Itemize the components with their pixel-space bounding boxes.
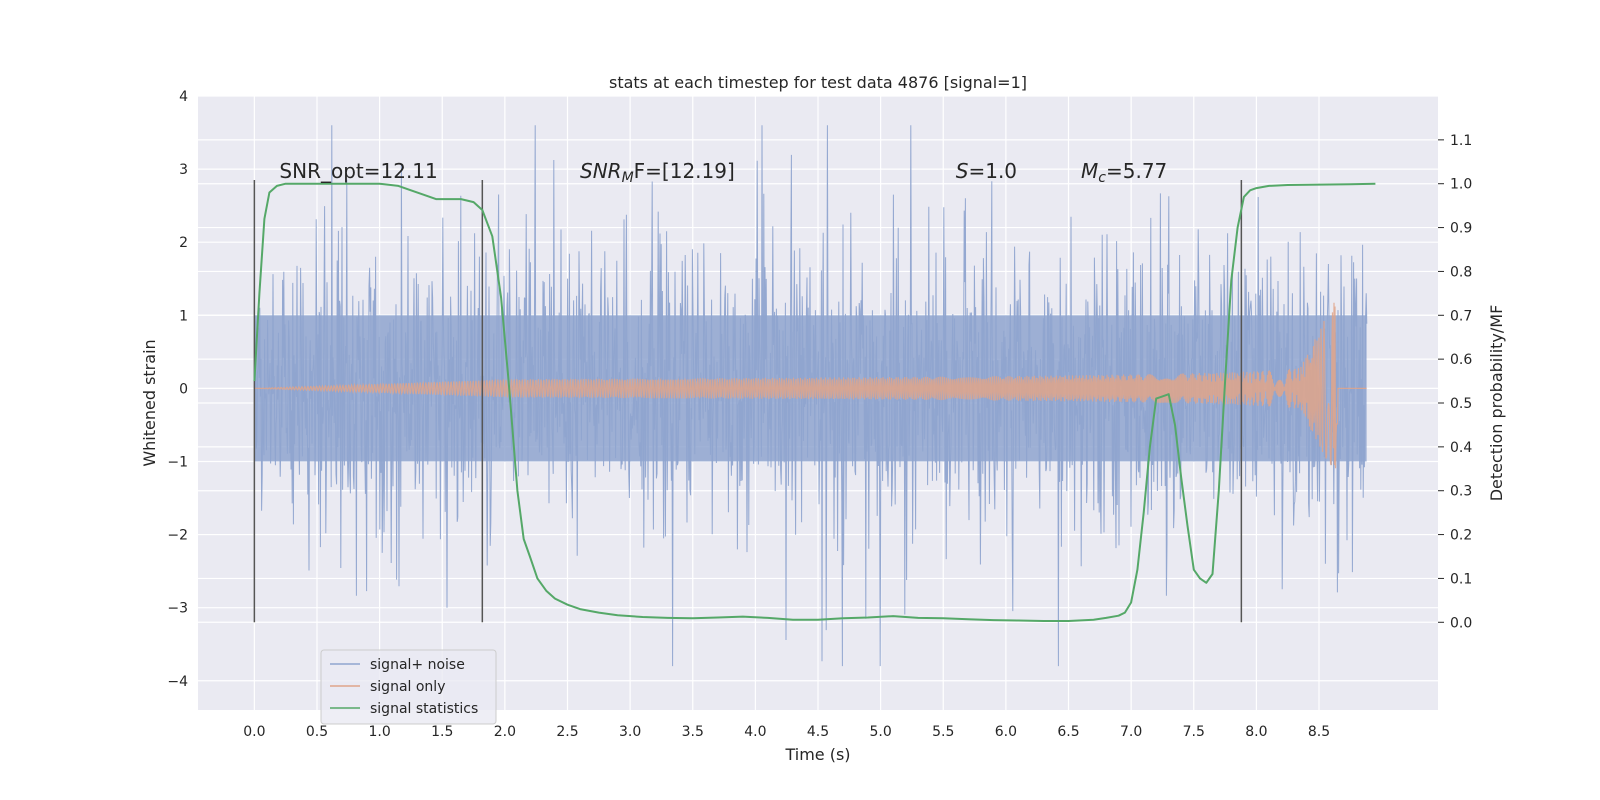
x-tick-label: 8.0 bbox=[1245, 724, 1267, 740]
x-axis-label: Time (s) bbox=[784, 745, 850, 764]
x-tick-label: 3.5 bbox=[682, 724, 704, 740]
annotation-snr-mf-sub: M bbox=[622, 170, 634, 186]
series-signal-only bbox=[254, 302, 1367, 469]
y-tick-label: 0 bbox=[179, 381, 188, 397]
x-tick-label: 7.5 bbox=[1183, 724, 1205, 740]
x-tick-label: 3.0 bbox=[619, 724, 641, 740]
x-tick-label: 5.0 bbox=[869, 724, 891, 740]
x-tick-label: 0.5 bbox=[306, 724, 328, 740]
x-tick-label: 6.5 bbox=[1057, 724, 1079, 740]
legend-label-signal-statistics: signal statistics bbox=[370, 701, 478, 717]
y2-tick-label: 0.5 bbox=[1450, 396, 1472, 412]
y2-tick-label: 0.1 bbox=[1450, 571, 1472, 587]
y2-tick-label: 0.9 bbox=[1450, 221, 1472, 237]
y-tick-labels: 4 3 2 1 0 −1 −2 −3 −4 bbox=[167, 89, 188, 690]
annotation-snr-mf: SNRMF=[12.19] bbox=[580, 159, 735, 186]
y2-tick-label: 0.4 bbox=[1450, 440, 1472, 456]
y2-tick-label: 0.8 bbox=[1450, 264, 1472, 280]
x-tick-label: 2.0 bbox=[494, 724, 516, 740]
y-tick-label: −1 bbox=[167, 454, 188, 470]
legend-box bbox=[320, 649, 497, 725]
x-tick-label: 2.5 bbox=[556, 724, 578, 740]
legend-label-signal-noise: signal+ noise bbox=[370, 657, 465, 673]
x-tick-label: 1.0 bbox=[368, 724, 390, 740]
statistics-line bbox=[253, 182, 1376, 622]
series-signal-statistics bbox=[253, 182, 1376, 622]
y2-tick-label: 0.6 bbox=[1450, 352, 1472, 368]
y-tick-label: −3 bbox=[167, 601, 188, 617]
y2-axis-label: Detection probability/MF bbox=[1487, 305, 1506, 502]
annotation-mc-main: M bbox=[1081, 159, 1098, 183]
x-tick-label: 1.5 bbox=[431, 724, 453, 740]
y-axis-label: Whitened strain bbox=[140, 339, 159, 466]
y2-tick-label: 0.0 bbox=[1450, 615, 1472, 631]
y-tick-label: 3 bbox=[179, 162, 188, 178]
chart-title: stats at each timestep for test data 487… bbox=[609, 73, 1027, 92]
annotation-s-rest: =1.0 bbox=[968, 159, 1017, 183]
vertical-markers bbox=[253, 180, 1243, 623]
legend-label-signal-only: signal only bbox=[370, 679, 445, 695]
annotation-snr-opt: SNR_opt=12.11 bbox=[279, 159, 437, 183]
annotation-s: S=1.0 bbox=[956, 159, 1017, 183]
y-tick-label: −4 bbox=[167, 674, 188, 690]
y2-tick-label: 0.3 bbox=[1450, 484, 1472, 500]
annotations: SNR_opt=12.11 SNRMF=[12.19] S=1.0 Mc=5.7… bbox=[279, 159, 1167, 186]
annotation-snr-mf-rest: F=[12.19] bbox=[634, 159, 735, 183]
y2-tick-labels: 1.1 1.0 0.9 0.8 0.7 0.6 0.5 0.4 0.3 0.2 0.1 0.0 bbox=[1438, 133, 1472, 631]
y-tick-label: 1 bbox=[179, 308, 188, 324]
x-tick-label: 4.5 bbox=[807, 724, 829, 740]
x-tick-label: 6.0 bbox=[995, 724, 1017, 740]
y-tick-label: −2 bbox=[167, 528, 188, 544]
x-tick-label: 5.5 bbox=[932, 724, 954, 740]
x-tick-label: 8.5 bbox=[1308, 724, 1330, 740]
x-tick-label: 0.0 bbox=[243, 724, 265, 740]
signal-trace bbox=[254, 302, 1367, 469]
y2-tick-label: 0.7 bbox=[1450, 308, 1472, 324]
y2-tick-label: 1.0 bbox=[1450, 177, 1472, 193]
y2-tick-label: 0.2 bbox=[1450, 528, 1472, 544]
legend: signal+ noise signal only signal statist… bbox=[320, 649, 497, 725]
y-tick-label: 2 bbox=[179, 235, 188, 251]
x-tick-label: 7.0 bbox=[1120, 724, 1142, 740]
annotation-mc-sub: c bbox=[1098, 170, 1106, 186]
annotation-s-main: S bbox=[956, 159, 969, 183]
annotation-mc: Mc=5.77 bbox=[1081, 159, 1167, 186]
annotation-mc-rest: =5.77 bbox=[1106, 159, 1167, 183]
x-tick-labels: 0.0 0.5 1.0 1.5 2.0 2.5 3.0 3.5 4.0 4.5 5.0 5.5 6.0 6… bbox=[243, 724, 1330, 740]
y-tick-label: 4 bbox=[179, 89, 188, 105]
x-tick-label: 4.0 bbox=[744, 724, 766, 740]
y2-tick-label: 1.1 bbox=[1450, 133, 1472, 149]
annotation-snr-mf-main: SNR bbox=[580, 159, 622, 183]
